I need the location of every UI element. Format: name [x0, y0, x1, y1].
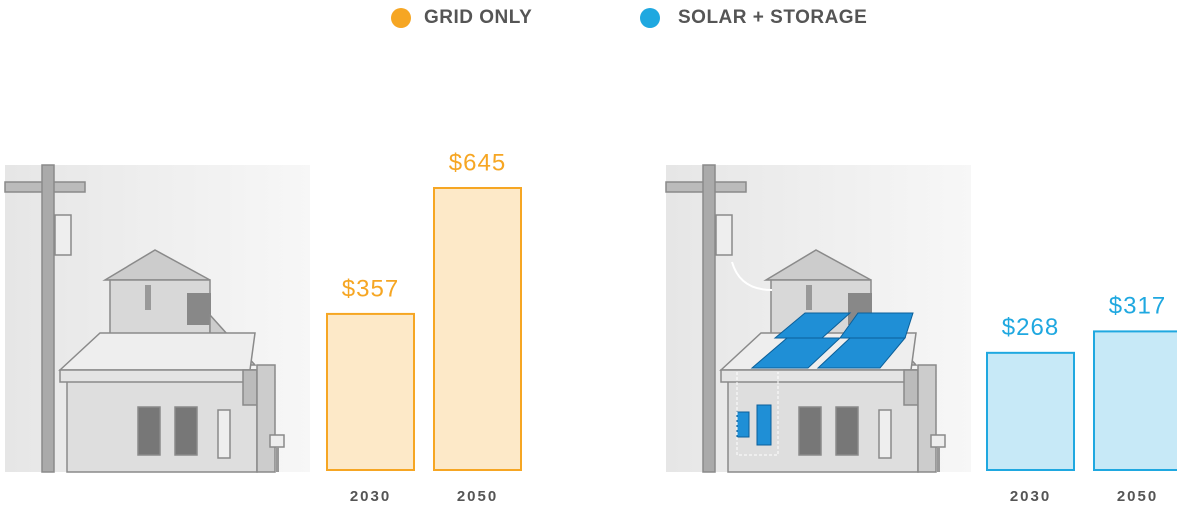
value-label: $317 — [1109, 293, 1166, 320]
x-tick-label: 2050 — [457, 488, 498, 505]
value-label: $357 — [342, 275, 399, 302]
x-tick-label: 2030 — [350, 488, 391, 505]
bar — [433, 187, 522, 471]
house-illustration — [4, 164, 311, 473]
bar — [986, 351, 1075, 472]
legend-label: GRID ONLY — [424, 7, 532, 28]
legend-swatch — [640, 8, 660, 28]
x-tick-label: 2050 — [1117, 488, 1158, 505]
x-tick-label: 2030 — [1010, 488, 1051, 505]
value-label: $645 — [449, 149, 506, 176]
value-label: $268 — [1002, 314, 1059, 341]
bar — [326, 312, 415, 472]
legend-swatch — [391, 8, 411, 28]
legend: GRID ONLY SOLAR + STORAGE — [391, 7, 867, 28]
bar — [1093, 330, 1177, 472]
legend-label: SOLAR + STORAGE — [678, 7, 867, 28]
solar-panels — [731, 261, 914, 456]
